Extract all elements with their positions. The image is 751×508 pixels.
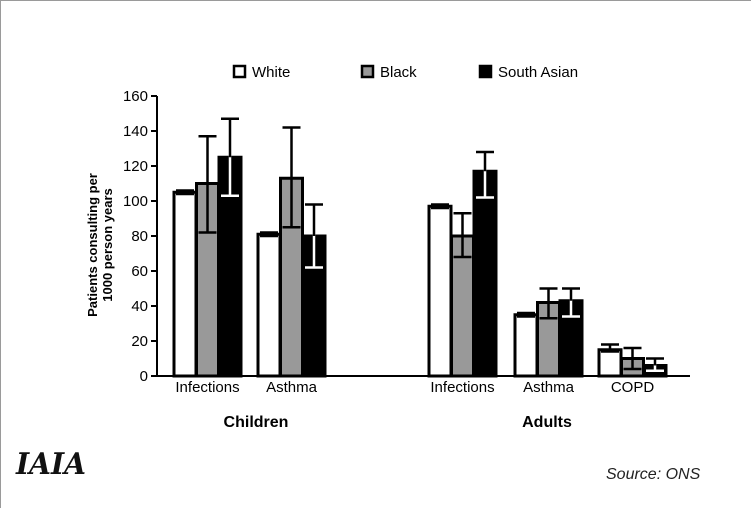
y-tick-label: 40 bbox=[131, 298, 148, 315]
x-category-label: COPD bbox=[611, 379, 655, 396]
bar-white bbox=[427, 204, 453, 378]
legend-swatch bbox=[232, 64, 247, 79]
y-tick-label: 0 bbox=[140, 368, 148, 385]
y-axis-label-line: 1000 person years bbox=[100, 188, 115, 301]
y-tick-label: 120 bbox=[123, 158, 148, 175]
svg-text:IAIA: IAIA bbox=[15, 447, 86, 480]
legend-swatch bbox=[478, 64, 493, 79]
y-axis-label-line: Patients consulting per bbox=[85, 173, 100, 317]
iaia-logo: IAIA bbox=[15, 447, 86, 480]
frame-left-border bbox=[0, 0, 1, 508]
legend-swatch bbox=[360, 64, 375, 79]
bar-south-asian bbox=[472, 169, 498, 378]
bar-white bbox=[597, 348, 623, 378]
y-tick-label: 100 bbox=[123, 193, 148, 210]
y-axis: 0 20 40 60 80 100 120 140 160 bbox=[123, 88, 158, 385]
bar-white bbox=[172, 190, 198, 378]
y-tick-label: 160 bbox=[123, 88, 148, 105]
x-category-label: Infections bbox=[175, 379, 239, 396]
frame-top-border bbox=[0, 0, 751, 1]
x-group-label: Adults bbox=[522, 414, 572, 431]
error-bars bbox=[176, 117, 664, 372]
legend-label: White bbox=[252, 64, 290, 81]
x-group-labels: Children Adults bbox=[224, 414, 572, 431]
bar-chart: White Black South Asian 0 20 40 60 80 100 120 140… bbox=[85, 64, 690, 431]
legend-label: Black bbox=[380, 64, 417, 81]
x-category-labels: Infections Asthma Infections Asthma COPD bbox=[175, 379, 654, 396]
y-tick-label: 20 bbox=[131, 333, 148, 350]
y-tick-label: 80 bbox=[131, 228, 148, 245]
legend-label: South Asian bbox=[498, 64, 578, 81]
y-tick-label: 140 bbox=[123, 123, 148, 140]
bars bbox=[172, 155, 668, 378]
x-category-label: Infections bbox=[430, 379, 494, 396]
bar-white bbox=[256, 232, 282, 378]
x-category-label: Asthma bbox=[523, 379, 575, 396]
y-tick-label: 60 bbox=[131, 263, 148, 280]
source-note: Source: ONS bbox=[606, 466, 701, 483]
x-group-label: Children bbox=[224, 414, 289, 431]
legend: White Black South Asian bbox=[232, 64, 578, 81]
y-axis-label: Patients consulting per1000 person years bbox=[85, 173, 115, 317]
bar-white bbox=[513, 313, 539, 378]
x-category-label: Asthma bbox=[266, 379, 318, 396]
